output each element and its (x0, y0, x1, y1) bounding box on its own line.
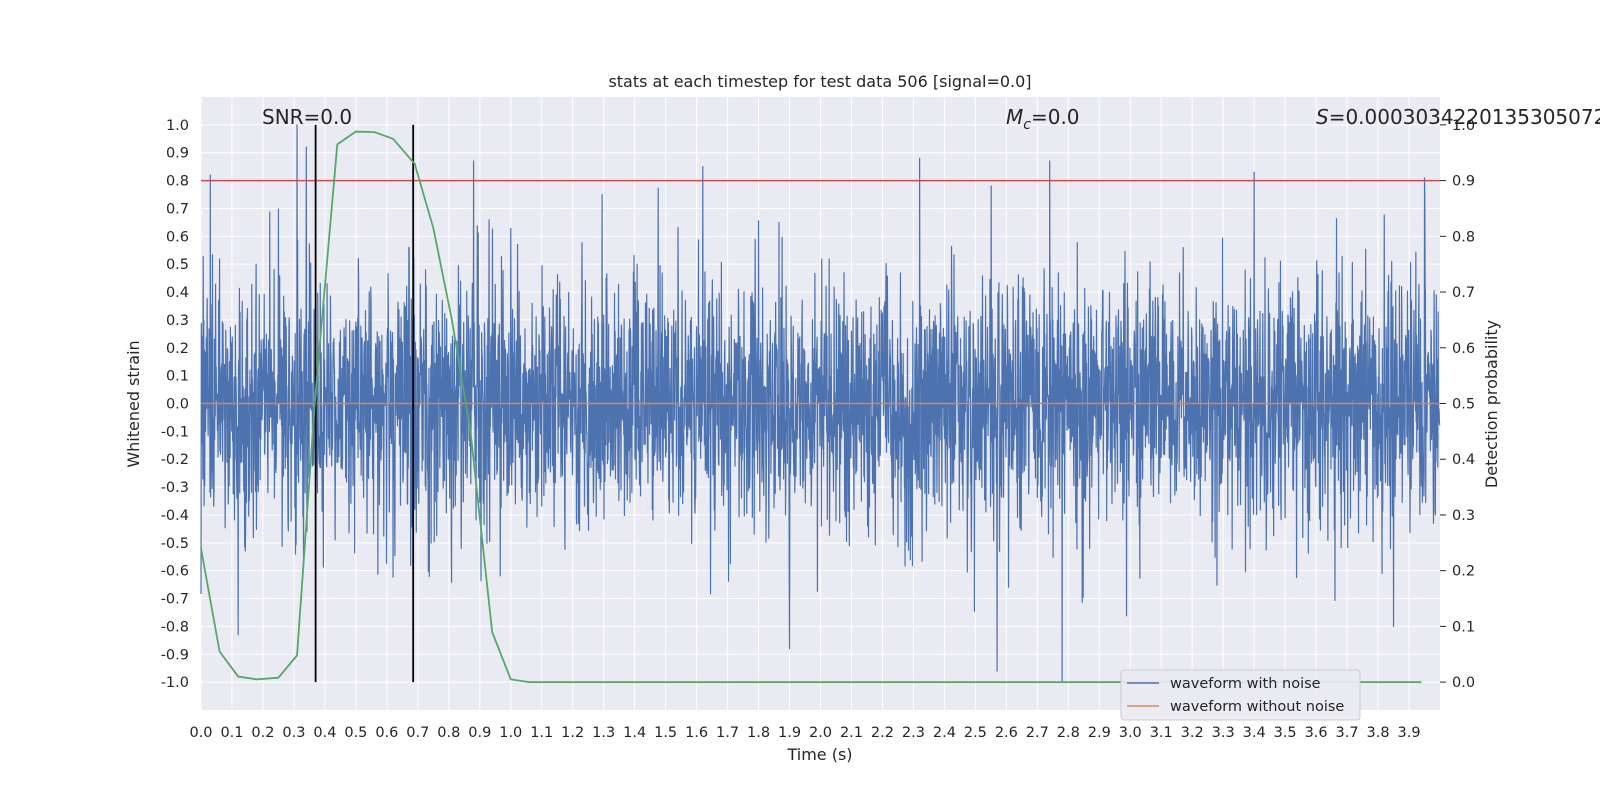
x-tick-label: 1.2 (561, 725, 584, 741)
y2-tick-label: 0.4 (1452, 452, 1475, 468)
x-tick-label: 2.7 (1026, 725, 1049, 741)
x-tick-label: 0.3 (282, 725, 305, 741)
series-detection-probability (200, 130, 1422, 684)
x-tick-label: 0.4 (313, 725, 336, 741)
x-tick-label: 3.7 (1336, 725, 1359, 741)
y-tick-label: 0.4 (166, 285, 189, 301)
y-tick-label: 0.1 (166, 369, 189, 385)
chart-title: stats at each timestep for test data 506… (608, 72, 1031, 91)
y-tick-label: -0.9 (161, 647, 189, 663)
x-tick-label: 0.7 (406, 725, 429, 741)
x-tick-label: 3.5 (1274, 725, 1297, 741)
mc-subscript: c (1023, 117, 1031, 133)
x-tick-label: 1.9 (778, 725, 801, 741)
x-tick-label: 1.4 (623, 725, 646, 741)
x-tick-label: 3.9 (1397, 725, 1420, 741)
x-tick-label: 0.8 (437, 725, 460, 741)
x-tick-label: 1.5 (654, 725, 677, 741)
y-tick-label: -0.2 (161, 452, 189, 468)
y-tick-label: 0.2 (166, 341, 189, 357)
mc-value: =0.0 (1031, 105, 1080, 129)
y-tick-label: -0.8 (161, 619, 189, 635)
x-tick-label: 1.3 (592, 725, 615, 741)
legend-label-waveform-with-noise: waveform with noise (1170, 676, 1321, 692)
y-tick-label: 0.8 (166, 174, 189, 190)
y2-axis-label: Detection probability (1482, 320, 1501, 488)
x-tick-label: 0.9 (468, 725, 491, 741)
x-tick-label: 2.4 (933, 725, 956, 741)
y-tick-label: -0.1 (161, 424, 189, 440)
x-tick-label: 2.9 (1088, 725, 1111, 741)
y-axis-label: Whitened strain (124, 340, 143, 467)
x-tick-label: 3.3 (1212, 725, 1235, 741)
x-tick-label: 1.7 (716, 725, 739, 741)
y-tick-labels: 1.0 0.9 0.8 0.7 0.6 0.5 0.4 0.3 0.2 0.1 0.0 -0.1 -0.… (161, 118, 189, 691)
series-waveform-with-noise (200, 124, 1441, 683)
y2-tick-label: 0.8 (1452, 229, 1475, 245)
legend: waveform with noise waveform without noi… (1120, 669, 1361, 721)
snr-annotation: SNR=0.0 (262, 105, 352, 129)
x-tick-labels: 0.0 0.1 0.2 0.3 0.4 0.5 0.6 0.7 0.8 0.9 1.0 1.1 1.2 1… (189, 725, 1420, 741)
y-tick-label: -0.6 (161, 564, 189, 580)
x-tick-label: 2.6 (995, 725, 1018, 741)
x-tick-label: 0.5 (344, 725, 367, 741)
x-tick-label: 2.2 (871, 725, 894, 741)
y2-tick-label: 0.1 (1452, 619, 1475, 635)
y-tick-label: 0.6 (166, 229, 189, 245)
y-tick-label: 0.7 (166, 201, 189, 217)
s-symbol: S (1316, 105, 1329, 129)
legend-label-waveform-without-noise: waveform without noise (1170, 699, 1344, 715)
y-tick-label: -1.0 (161, 675, 189, 691)
x-tick-label: 0.2 (251, 725, 274, 741)
x-tick-label: 3.0 (1119, 725, 1142, 741)
x-tick-label: 3.8 (1367, 725, 1390, 741)
mc-annotation: Mc=0.0 (1006, 105, 1080, 133)
y-tick-label: -0.5 (161, 536, 189, 552)
x-tick-label: 0.0 (189, 725, 212, 741)
y2-tick-labels: 1.0 0.9 0.8 0.7 0.6 0.5 0.4 0.3 0.2 0.1 0.0 (1440, 118, 1475, 691)
x-tick-label: 3.2 (1181, 725, 1204, 741)
y-tick-label: 0.5 (166, 257, 189, 273)
y-tick-label: 0.9 (166, 146, 189, 162)
y2-tick-label: 0.6 (1452, 341, 1475, 357)
x-tick-label: 1.6 (685, 725, 708, 741)
y-tick-label: 0.0 (166, 397, 189, 413)
y-tick-label: 1.0 (166, 118, 189, 134)
x-tick-label: 2.0 (809, 725, 832, 741)
plot-series (200, 124, 1441, 684)
s-annotation: S=0.0003034220135305072 (1316, 105, 1600, 129)
x-tick-label: 1.0 (499, 725, 522, 741)
x-tick-label: 1.1 (530, 725, 553, 741)
y2-tick-label: 1.0 (1452, 118, 1475, 134)
y2-tick-label: 0.0 (1452, 675, 1475, 691)
y2-tick-label: 0.2 (1452, 564, 1475, 580)
y-tick-label: -0.3 (161, 480, 189, 496)
x-tick-label: 3.1 (1150, 725, 1173, 741)
y-tick-label: -0.7 (161, 592, 189, 608)
y2-tick-label: 0.7 (1452, 285, 1475, 301)
x-tick-label: 2.1 (840, 725, 863, 741)
x-tick-label: 2.5 (964, 725, 987, 741)
x-axis-label: Time (s) (786, 745, 852, 764)
y2-tick-label: 0.3 (1452, 508, 1475, 524)
y-tick-label: -0.4 (161, 508, 189, 524)
legend-box (1120, 669, 1361, 721)
x-tick-label: 2.8 (1057, 725, 1080, 741)
x-tick-label: 3.4 (1243, 725, 1266, 741)
x-tick-label: 2.3 (902, 725, 925, 741)
mc-symbol: M (1006, 105, 1023, 129)
y2-tick-label: 0.9 (1452, 174, 1475, 190)
x-tick-label: 0.1 (220, 725, 243, 741)
y-tick-label: 0.3 (166, 313, 189, 329)
x-tick-label: 3.6 (1305, 725, 1328, 741)
y2-tick-label: 0.5 (1452, 397, 1475, 413)
x-tick-label: 1.8 (747, 725, 770, 741)
s-value: =0.0003034220135305072 (1329, 105, 1600, 129)
x-tick-label: 0.6 (375, 725, 398, 741)
